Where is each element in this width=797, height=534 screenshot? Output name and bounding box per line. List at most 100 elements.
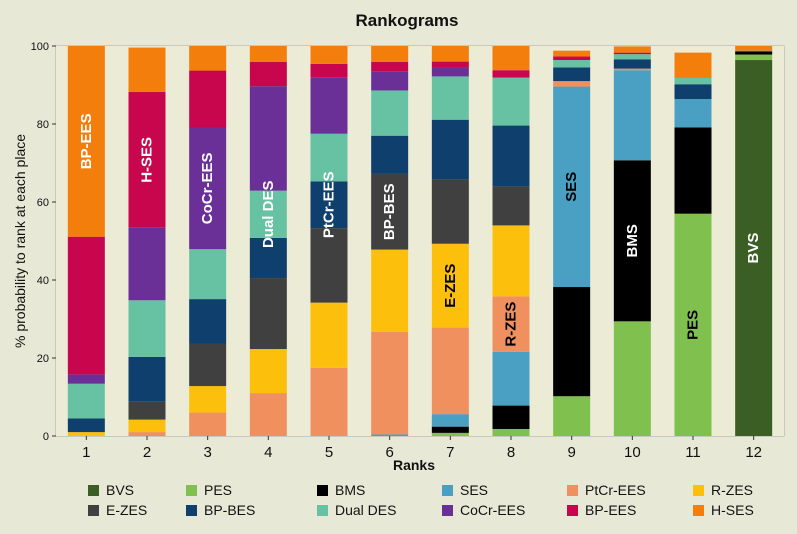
- legend-swatch: [442, 485, 453, 496]
- bar-stack-rank-10: [613, 46, 651, 436]
- bar-segment-ptcr-ees: [189, 412, 227, 436]
- x-tick-label: 2: [143, 444, 151, 461]
- legend-item: E-ZES: [88, 502, 147, 518]
- x-tick-label: 7: [446, 444, 454, 461]
- x-tick-label: 6: [385, 444, 393, 461]
- legend-label: BVS: [106, 482, 134, 498]
- bar-segment-pes: [431, 432, 469, 436]
- bar-segment-bp-ees: [553, 56, 591, 61]
- bar-segment-cocr-ees: [249, 86, 287, 191]
- bar-segment-r-zes: [310, 302, 348, 368]
- bar-label: PES: [685, 310, 702, 340]
- bar-segment-cocr-ees: [128, 227, 166, 301]
- legend-swatch: [317, 505, 328, 516]
- bar-segment-bp-bes: [128, 356, 166, 402]
- bar-segment-r-zes: [249, 349, 287, 394]
- bar-segment-bp-bes: [249, 237, 287, 279]
- x-tick-label: 9: [567, 444, 575, 461]
- bar-segment-r-zes: [67, 432, 105, 436]
- bar-stack-rank-12: [735, 46, 773, 436]
- bar-segment-bp-ees: [128, 92, 166, 228]
- bar-segment-dual-des: [674, 77, 712, 85]
- bar-stack-rank-6: [371, 46, 409, 436]
- bar-segment-bp-bes: [310, 181, 348, 229]
- bar-segment-bp-ees: [189, 70, 227, 128]
- bar-segment-h-ses: [310, 46, 348, 64]
- bar-segment-h-ses: [735, 46, 773, 51]
- legend-label: CoCr-EES: [460, 502, 525, 518]
- x-tick-label: 10: [624, 444, 641, 461]
- bar-segment-cocr-ees: [310, 77, 348, 134]
- y-axis-label: % probability to rank at each place: [12, 134, 28, 348]
- bar-segment-bp-ees: [431, 61, 469, 68]
- legend-label: BP-BES: [204, 502, 255, 518]
- bar-segment-ses: [431, 414, 469, 427]
- bar-stack-rank-7: [431, 46, 469, 436]
- bar-segment-ses: [371, 434, 409, 436]
- legend-swatch: [88, 505, 99, 516]
- bar-segment-bp-ees: [249, 61, 287, 87]
- bar-segment-dual-des: [189, 249, 227, 300]
- bar-segment-ptcr-ees: [553, 81, 591, 87]
- bar-segment-cocr-ees: [431, 67, 469, 77]
- bar-segment-r-zes: [431, 243, 469, 328]
- bar-segment-ses: [735, 50, 773, 52]
- bar-segment-cocr-ees: [189, 127, 227, 250]
- y-axis-ticks: 0 20 40 60 80 100: [31, 41, 56, 443]
- y-tick-label: 100: [31, 41, 49, 53]
- legend-item: PtCr-EES: [567, 482, 646, 498]
- bar-segment-bp-bes: [371, 135, 409, 174]
- legend-item: BVS: [88, 482, 134, 498]
- bar-segment-ptcr-ees: [249, 393, 287, 436]
- bar-stack-rank-3: [189, 46, 227, 436]
- legend-label: E-ZES: [106, 502, 147, 518]
- bar-segment-bms: [735, 51, 773, 55]
- bar-segment-pes: [735, 54, 773, 61]
- x-axis-ticks: 1 2 3 4 5 6 7 8 9 10 11 12: [82, 436, 762, 461]
- legend-item: H-SES: [693, 502, 754, 518]
- x-tick-label: 4: [264, 444, 272, 461]
- bar-annotations: BP-EES H-SES CoCr-EES Dual DES PtCr-EES BP-BE…: [78, 113, 762, 346]
- bar-label: E-ZES: [442, 264, 459, 308]
- bar-segment-e-zes: [249, 278, 287, 350]
- bar-segment-bp-ees: [613, 52, 651, 55]
- bar-segment-bvs: [735, 60, 773, 436]
- bar-segment-ptcr-ees: [310, 367, 348, 436]
- bar-segment-bp-bes: [674, 84, 712, 100]
- bar-stack-rank-4: [249, 46, 287, 436]
- legend-item: BP-BES: [186, 502, 255, 518]
- bar-segment-cocr-ees: [371, 71, 409, 91]
- legend-label: PtCr-EES: [585, 482, 646, 498]
- bar-label: PtCr-EES: [321, 171, 338, 238]
- legend-swatch: [693, 505, 704, 516]
- bar-segment-bp-ees: [492, 70, 530, 78]
- bar-segment-h-ses: [128, 47, 166, 93]
- bar-segment-h-ses: [492, 46, 530, 71]
- bar-label: SES: [563, 172, 580, 202]
- y-tick-label: 60: [37, 197, 49, 209]
- bar-segment-dual-des: [310, 133, 348, 182]
- bar-segment-bms: [492, 405, 530, 429]
- bar-stack-rank-5: [310, 46, 348, 436]
- bar-segment-h-ses: [67, 46, 105, 237]
- bar-segment-e-zes: [310, 228, 348, 303]
- bar-stack-rank-2: [128, 47, 166, 436]
- legend-swatch: [317, 485, 328, 496]
- bar-label: CoCr-EES: [199, 153, 216, 225]
- legend-swatch: [442, 505, 453, 516]
- bar-segment-bp-bes: [553, 67, 591, 82]
- legend-item: PES: [186, 482, 232, 498]
- bar-label: R-ZES: [503, 302, 520, 347]
- x-tick-label: 8: [507, 444, 515, 461]
- legend-item: CoCr-EES: [442, 502, 525, 518]
- bar-stack-rank-8: [492, 46, 530, 436]
- legend-label: Dual DES: [335, 502, 396, 518]
- x-tick-label: 11: [685, 444, 701, 461]
- bar-segment-ptcr-ees: [128, 432, 166, 436]
- bar-segment-bp-bes: [492, 125, 530, 187]
- bar-segment-pes: [674, 213, 712, 436]
- legend-swatch: [693, 485, 704, 496]
- legend-label: SES: [460, 482, 488, 498]
- bar-label: BMS: [624, 224, 641, 257]
- bar-label: BVS: [745, 233, 762, 264]
